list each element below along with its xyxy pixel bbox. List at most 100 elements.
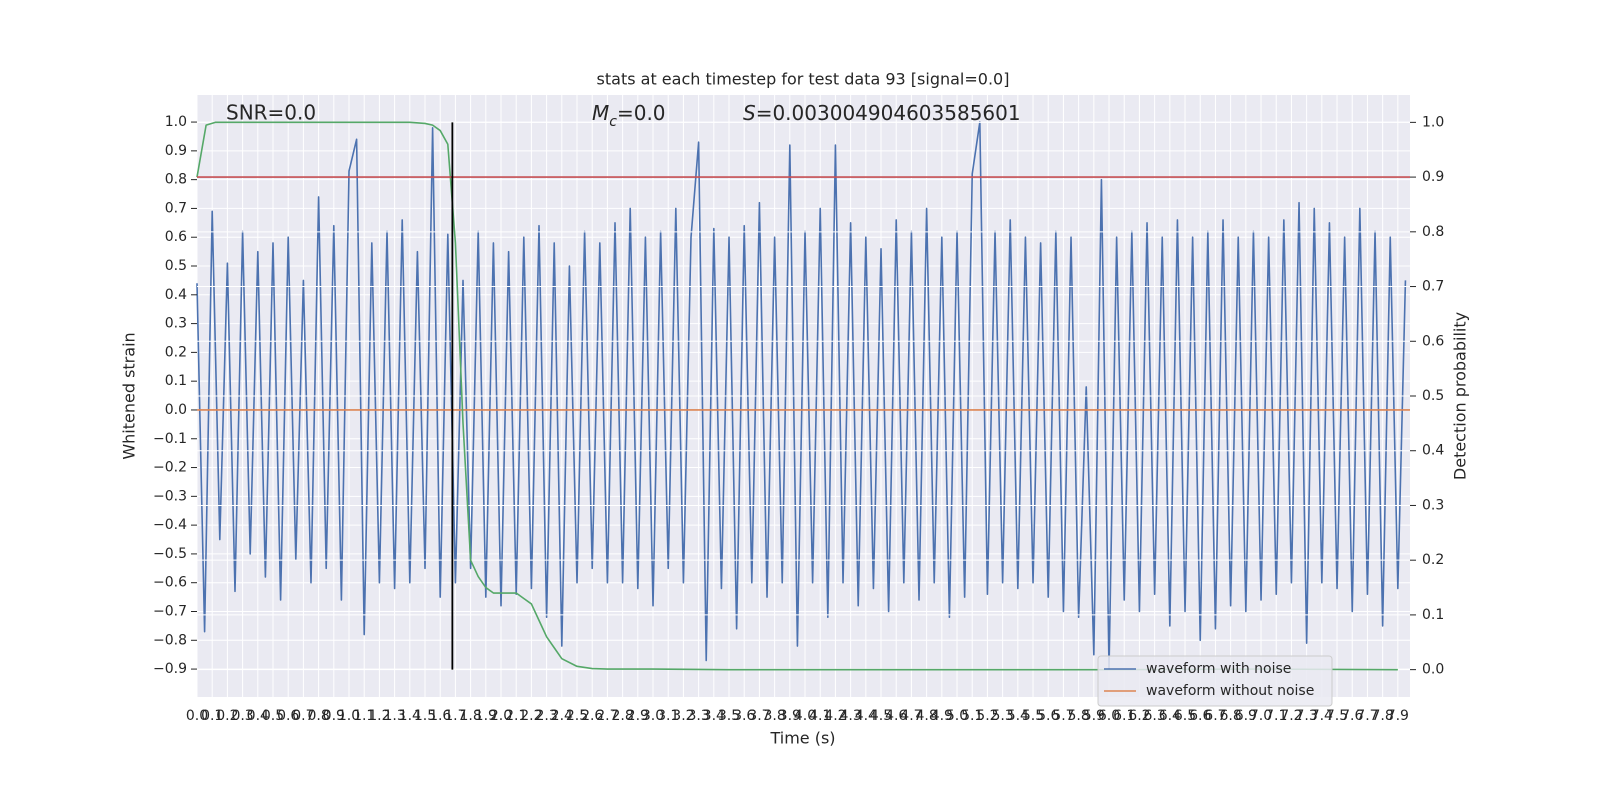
x-tick-label: 2.3 xyxy=(535,708,557,724)
y-tick-label: −0.5 xyxy=(153,546,187,562)
x-tick-label: 2.0 xyxy=(490,708,512,724)
mc-annotation: Mc=0.0 xyxy=(592,101,666,131)
x-tick-label: 1.9 xyxy=(475,708,497,724)
y-tick-label: 0.4 xyxy=(165,287,187,303)
x-tick-label: 1.3 xyxy=(383,708,405,724)
x-tick-label: 0.9 xyxy=(323,708,345,724)
x-tick-label: 6.6 xyxy=(1189,708,1211,724)
x-tick-label: 1.4 xyxy=(399,708,421,724)
x-tick-label: 5.8 xyxy=(1067,708,1089,724)
y2-tick-label: 0.6 xyxy=(1422,333,1444,349)
x-tick-label: 2.8 xyxy=(611,708,633,724)
x-tick-label: 3.6 xyxy=(733,708,755,724)
x-tick-label: 0.6 xyxy=(277,708,299,724)
x-tick-label: 7.4 xyxy=(1311,708,1333,724)
y2-tick-label: 0.3 xyxy=(1422,497,1444,513)
y-tick-label: 0.9 xyxy=(165,143,187,159)
x-tick-label: 7.9 xyxy=(1387,708,1409,724)
mc-text: =0.0 xyxy=(617,101,666,125)
x-tick-label: 5.3 xyxy=(991,708,1013,724)
x-tick-label: 2.2 xyxy=(520,708,542,724)
x-tick-label: 1.2 xyxy=(368,708,390,724)
x-tick-label: 2.4 xyxy=(551,708,573,724)
y-tick-label: −0.8 xyxy=(153,632,187,648)
x-tick-label: 6.3 xyxy=(1143,708,1165,724)
x-tick-label: 3.5 xyxy=(718,708,740,724)
x-tick-label: 5.0 xyxy=(946,708,968,724)
x-tick-label: 3.3 xyxy=(687,708,709,724)
y-tick-label: −0.7 xyxy=(153,603,187,619)
x-tick-label: 2.1 xyxy=(505,708,527,724)
x-tick-label: 2.6 xyxy=(581,708,603,724)
probability-line xyxy=(196,121,1398,671)
x-tick-label: 7.2 xyxy=(1280,708,1302,724)
x-tick-label: 4.6 xyxy=(885,708,907,724)
x-tick-label: 4.9 xyxy=(931,708,953,724)
x-tick-label: 3.8 xyxy=(763,708,785,724)
x-tick-label: 0.7 xyxy=(292,708,314,724)
x-tick-label: 5.6 xyxy=(1037,708,1059,724)
x-tick-label: 5.1 xyxy=(961,708,983,724)
y2-tick-label: 1.0 xyxy=(1422,114,1444,130)
y-tick-label: 0.3 xyxy=(165,316,187,332)
y-tick-label: −0.3 xyxy=(153,488,187,504)
x-tick-label: 6.9 xyxy=(1235,708,1257,724)
x-tick-label: 6.4 xyxy=(1159,708,1181,724)
x-tick-label: 2.7 xyxy=(596,708,618,724)
y-axis-label: Whitened strain xyxy=(120,332,139,459)
x-tick-label: 3.7 xyxy=(748,708,770,724)
legend-box xyxy=(1097,655,1333,707)
y2-tick-label: 0.1 xyxy=(1422,607,1444,623)
y-tick-label: −0.9 xyxy=(153,661,187,677)
y2-tick-label: 0.2 xyxy=(1422,552,1444,568)
x-tick-label: 1.8 xyxy=(459,708,481,724)
y-tick-label: 0.0 xyxy=(165,402,187,418)
x-tick-label: 4.1 xyxy=(809,708,831,724)
x-tick-label: 0.0 xyxy=(186,708,208,724)
x-tick-label: 0.3 xyxy=(231,708,253,724)
legend: waveform with noise waveform without nois… xyxy=(1097,655,1333,707)
x-tick-label: 4.3 xyxy=(839,708,861,724)
x-tick-label: 1.6 xyxy=(429,708,451,724)
x-tick-label: 4.5 xyxy=(870,708,892,724)
x-tick-label: 6.2 xyxy=(1128,708,1150,724)
chart-title: stats at each timestep for test data 93 … xyxy=(597,70,1010,89)
x-tick-label: 0.5 xyxy=(262,708,284,724)
x-tick-label: 3.4 xyxy=(703,708,725,724)
x-tick-label: 4.8 xyxy=(915,708,937,724)
x-tick-label: 2.5 xyxy=(566,708,588,724)
x-tick-label: 4.2 xyxy=(824,708,846,724)
legend-label: waveform without noise xyxy=(1146,683,1314,699)
x-tick-label: 3.9 xyxy=(779,708,801,724)
y-tick-label: 1.0 xyxy=(165,114,187,130)
y2-tick-label: 0.0 xyxy=(1422,662,1444,678)
y-tick-label: 0.7 xyxy=(165,200,187,216)
snr-annotation: SNR=0.0 xyxy=(226,101,316,125)
y2-tick-label: 0.8 xyxy=(1422,224,1444,240)
y2-tick-label: 0.5 xyxy=(1422,388,1444,404)
x-tick-label: 7.0 xyxy=(1250,708,1272,724)
s-symbol: S xyxy=(743,101,756,125)
x-tick-label: 4.4 xyxy=(855,708,877,724)
y2-tick-label: 0.9 xyxy=(1422,169,1444,185)
x-tick-label: 6.1 xyxy=(1113,708,1135,724)
x-tick-label: 0.4 xyxy=(247,708,269,724)
y-tick-label: −0.1 xyxy=(153,431,187,447)
x-tick-label: 1.0 xyxy=(338,708,360,724)
y-tick-label: 0.5 xyxy=(165,258,187,274)
s-annotation: S=0.003004904603585601 xyxy=(743,101,1021,125)
x-tick-label: 5.9 xyxy=(1083,708,1105,724)
y-tick-label: −0.4 xyxy=(153,517,187,533)
x-tick-label: 5.7 xyxy=(1052,708,1074,724)
x-tick-label: 3.0 xyxy=(642,708,664,724)
x-tick-label: 5.5 xyxy=(1022,708,1044,724)
y-tick-label: 0.1 xyxy=(165,373,187,389)
s-text: =0.003004904603585601 xyxy=(756,101,1021,125)
x-tick-label: 3.1 xyxy=(657,708,679,724)
over-layer xyxy=(196,121,1410,671)
x-tick-label: 7.8 xyxy=(1372,708,1394,724)
x-tick-label: 6.7 xyxy=(1204,708,1226,724)
x-tick-label: 4.0 xyxy=(794,708,816,724)
